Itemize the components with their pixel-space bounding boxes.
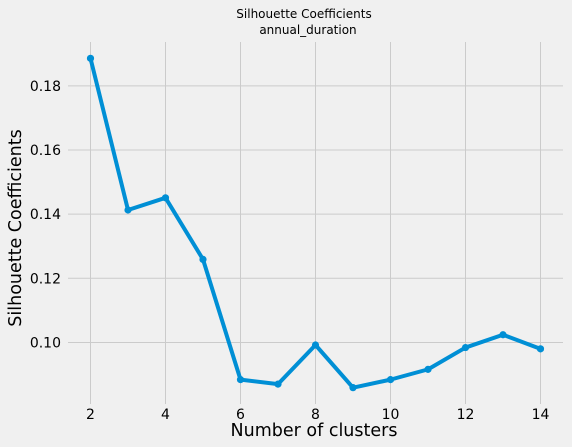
x-tick-label: 6	[236, 407, 245, 423]
data-point	[461, 343, 470, 352]
y-tick-label: 0.16	[30, 143, 61, 159]
y-tick-label: 0.18	[30, 79, 61, 95]
data-point	[124, 206, 132, 214]
data-point	[386, 376, 395, 384]
series-layer	[86, 54, 545, 392]
y-tick-label: 0.12	[30, 271, 61, 287]
x-tick-label: 12	[457, 407, 475, 423]
data-point	[311, 341, 320, 349]
data-point	[499, 331, 507, 339]
data-point	[424, 365, 432, 373]
x-tick-label: 14	[532, 407, 550, 423]
chart-subtitle: annual_duration	[259, 23, 356, 37]
grid	[68, 42, 563, 404]
y-tick-label: 0.10	[30, 335, 61, 351]
x-tick-label: 4	[161, 407, 170, 423]
data-point	[274, 380, 282, 388]
data-point	[236, 376, 245, 384]
data-point	[536, 345, 545, 353]
tick-labels: 2 4 6 8 10 12 14 0.10 0.12 0.14 0.16 0.18	[30, 79, 550, 423]
data-point	[161, 194, 170, 202]
x-tick-label: 2	[86, 407, 95, 423]
x-tick-label: 8	[311, 407, 320, 423]
y-tick-label: 0.14	[30, 207, 61, 223]
data-point	[86, 54, 95, 62]
y-axis-label: Silhouette Coefficients	[6, 129, 26, 326]
chart-title: Silhouette Coefficients	[236, 7, 371, 21]
x-axis-label: Number of clusters	[231, 421, 398, 441]
data-point	[199, 255, 207, 263]
x-tick-label: 10	[382, 407, 400, 423]
data-point	[349, 384, 357, 392]
